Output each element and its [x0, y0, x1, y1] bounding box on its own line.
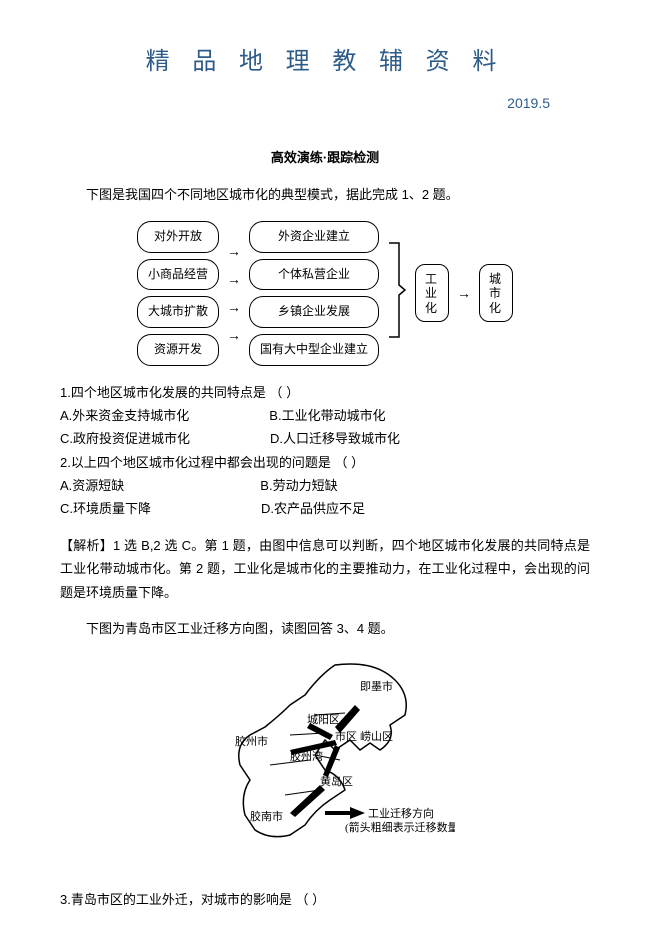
arrows-1: → → → → — [227, 244, 241, 342]
q3-stem: 3.青岛市区的工业外迁，对城市的影响是 （ ） — [60, 888, 590, 911]
q2-stem: 2.以上四个地区城市化过程中都会出现的问题是 （ ） — [60, 451, 590, 474]
flowchart-diagram: 对外开放 小商品经营 大城市扩散 资源开发 → → → → 外资企业建立 个体私… — [60, 221, 590, 365]
page-date: 2019.5 — [60, 91, 590, 116]
arrow-icon: → — [227, 272, 241, 286]
map-label-shiqv: 市区 — [335, 729, 357, 743]
intro2-text: 下图为青岛市区工业迁移方向图，读图回答 3、4 题。 — [60, 617, 590, 640]
node-right-1: 个体私营企业 — [249, 259, 379, 291]
merge-node-1: 工业化 — [415, 264, 449, 322]
node-left-3: 资源开发 — [137, 334, 219, 366]
node-right-2: 乡镇企业发展 — [249, 296, 379, 328]
page-title: 精 品 地 理 教 辅 资 料 — [60, 40, 590, 83]
q2-opts-row2: C.环境质量下降 D.农产品供应不足 — [60, 497, 590, 520]
arrow-thick-5 — [290, 785, 325, 817]
node-right-0: 外资企业建立 — [249, 221, 379, 253]
q2-opt-c: C.环境质量下降 — [60, 497, 151, 520]
q2-opt-d: D.农产品供应不足 — [261, 497, 365, 520]
bracket-icon — [387, 235, 407, 345]
explanation: 【解析】1 选 B,2 选 C。第 1 题，由图中信息可以判断，四个地区城市化发… — [60, 534, 590, 604]
node-left-0: 对外开放 — [137, 221, 219, 253]
node-left-1: 小商品经营 — [137, 259, 219, 291]
map-label-jiaonan: 胶南市 — [250, 809, 283, 823]
qingdao-map: 即墨市 城阳区 胶州市 市区 崂山区 胶州湾 黄岛区 胶南市 工业迁移方向 (箭… — [195, 655, 455, 865]
arrow-icon: → — [227, 328, 241, 342]
arrow-single: → — [457, 282, 471, 305]
legend-text-1: 工业迁移方向 — [368, 806, 434, 820]
q2-opt-a: A.资源短缺 — [60, 474, 124, 497]
node-right-3: 国有大中型企业建立 — [249, 334, 379, 366]
merge-node-2: 城市化 — [479, 264, 513, 322]
map-label-laoshan: 崂山区 — [360, 730, 393, 743]
map-label-huangdao: 黄岛区 — [320, 774, 353, 788]
intro-text: 下图是我国四个不同地区城市化的典型模式，据此完成 1、2 题。 — [60, 183, 590, 206]
legend-text-2: (箭头粗细表示迁移数量) — [345, 820, 455, 834]
right-column: 外资企业建立 个体私营企业 乡镇企业发展 国有大中型企业建立 — [249, 221, 379, 365]
map-label-jimo: 即墨市 — [360, 679, 393, 693]
legend-arrow-icon — [325, 807, 365, 819]
left-column: 对外开放 小商品经营 大城市扩散 资源开发 — [137, 221, 219, 365]
q1-stem: 1.四个地区城市化发展的共同特点是 （ ） — [60, 381, 590, 404]
map-label-jiaozhou: 胶州市 — [235, 734, 268, 748]
q1-opt-a: A.外来资金支持城市化 — [60, 404, 189, 427]
q1-opts-row2: C.政府投资促进城市化 D.人口迁移导致城市化 — [60, 427, 590, 450]
arrow-icon: → — [227, 244, 241, 258]
q1-opt-d: D.人口迁移导致城市化 — [270, 427, 400, 450]
q2-opt-b: B.劳动力短缺 — [260, 474, 337, 497]
q2-opts-row1: A.资源短缺 B.劳动力短缺 — [60, 474, 590, 497]
arrow-icon: → — [457, 285, 471, 301]
map-diagram: 即墨市 城阳区 胶州市 市区 崂山区 胶州湾 黄岛区 胶南市 工业迁移方向 (箭… — [60, 655, 590, 872]
q1-opts-row1: A.外来资金支持城市化 B.工业化带动城市化 — [60, 404, 590, 427]
q1-opt-b: B.工业化带动城市化 — [269, 404, 385, 427]
node-left-2: 大城市扩散 — [137, 296, 219, 328]
bracket-connector — [387, 235, 407, 352]
arrow-icon: → — [227, 300, 241, 314]
section-subtitle: 高效演练·跟踪检测 — [60, 146, 590, 169]
q1-opt-c: C.政府投资促进城市化 — [60, 427, 190, 450]
